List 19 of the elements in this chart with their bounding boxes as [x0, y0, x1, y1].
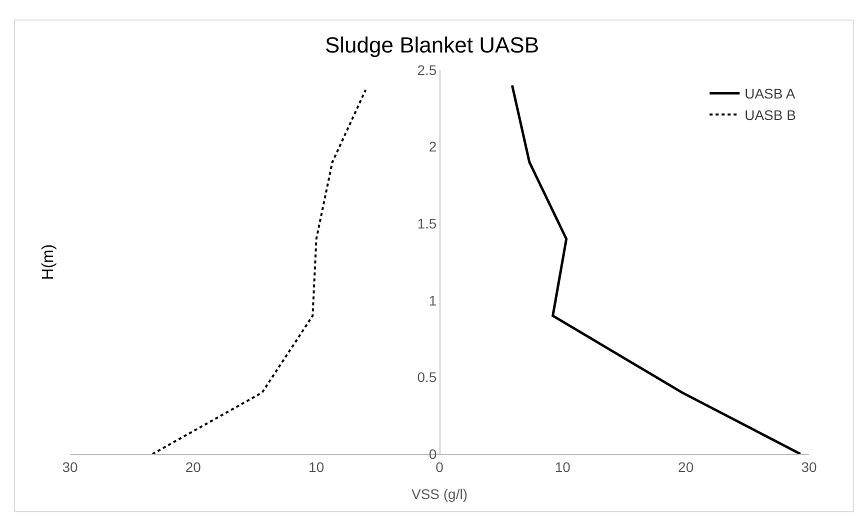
y-tick-label: 2 — [428, 138, 437, 155]
legend-label: UASB A — [744, 86, 796, 102]
x-tick-label: 30 — [801, 458, 817, 475]
legend-label: UASB B — [744, 106, 796, 123]
y-tick-label: 1 — [428, 292, 437, 308]
x-axis-title: VSS (g/l) — [411, 486, 468, 502]
y-tick-label: 0 — [428, 446, 437, 462]
x-tick-label: 20 — [678, 458, 694, 475]
x-tick-label: 10 — [554, 458, 571, 475]
y-axis-title: H(m) — [40, 244, 57, 280]
y-tick-label: 1.5 — [417, 216, 437, 232]
line-series — [510, 84, 802, 454]
chart-title: Sludge Blanket UASB — [324, 32, 540, 58]
line-series — [152, 88, 367, 454]
y-tick-label: 0.5 — [417, 369, 437, 386]
x-tick-label: 20 — [185, 458, 202, 475]
x-tick-label: 10 — [308, 458, 324, 475]
y-tick-label: 2.5 — [417, 62, 437, 78]
x-tick-label: 30 — [62, 458, 78, 475]
